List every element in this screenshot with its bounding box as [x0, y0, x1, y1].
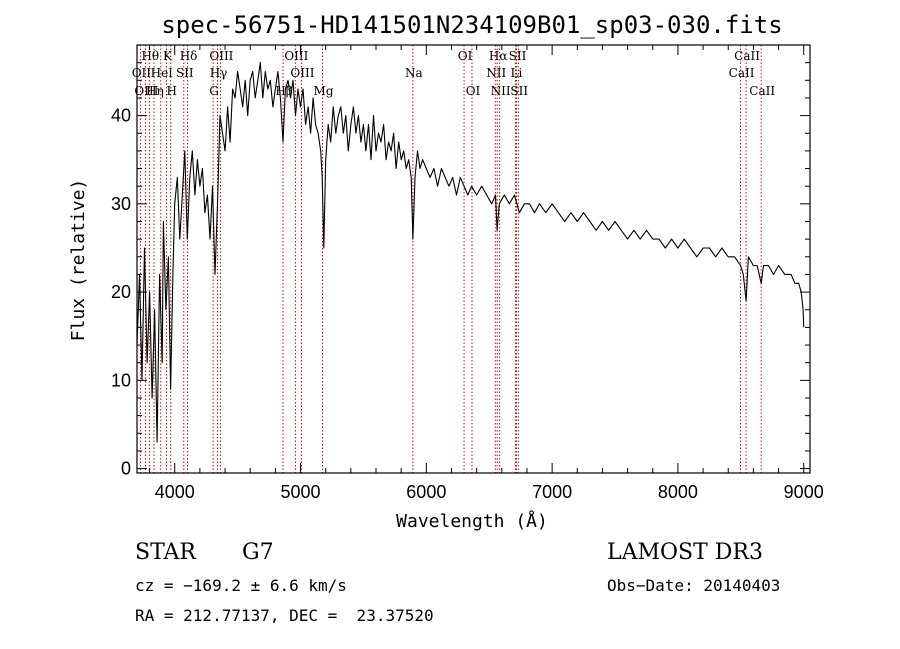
line-mark-label: SII — [509, 49, 527, 63]
line-mark-label: CaII — [749, 84, 775, 98]
y-tick-label: 0 — [121, 459, 131, 479]
y-axis-label: Flux (relative) — [68, 179, 89, 342]
line-mark-label: Hδ — [180, 49, 198, 63]
x-tick-label: 5000 — [281, 482, 321, 502]
line-mark-label: Hη — [146, 84, 164, 98]
line-mark-label: Mg — [314, 84, 334, 98]
x-tick-label: 7000 — [532, 482, 572, 502]
survey-name: LAMOST DR3 — [607, 540, 763, 565]
sky-coordinates: RA = 212.77137, DEC = 23.37520 — [135, 606, 434, 625]
spectrum-series-line — [136, 62, 805, 443]
line-mark-label: Li — [510, 66, 522, 80]
x-tick-label: 8000 — [658, 482, 698, 502]
line-mark-label: H — [166, 84, 176, 98]
line-mark-label: Hα — [489, 49, 508, 63]
line-mark-label: K — [163, 49, 173, 63]
object-class: STAR — [135, 540, 196, 565]
line-mark-label: SII — [510, 84, 528, 98]
x-tick-label: 4000 — [155, 482, 195, 502]
chart-title: spec-56751-HD141501N234109B01_sp03-030.f… — [161, 11, 782, 39]
x-tick-label: 9000 — [784, 482, 824, 502]
line-mark-label: Na — [405, 66, 423, 80]
line-mark-label: OIII — [284, 49, 308, 63]
axis-ticks: 4000 5000 6000 7000 8000 9000 0 10 20 30 40 — [111, 45, 824, 502]
observation-date: Obs−Date: 20140403 — [607, 576, 781, 595]
line-mark-label: NII — [486, 66, 506, 80]
line-mark-label: Hθ — [141, 49, 159, 63]
line-mark-label: OIII — [134, 84, 158, 98]
plot-frame — [136, 44, 811, 474]
y-tick-label: 30 — [111, 194, 131, 214]
line-mark-label: SII — [176, 66, 194, 80]
y-tick-label: 20 — [111, 282, 131, 302]
line-mark-label: CaII — [729, 66, 755, 80]
object-subclass: G7 — [242, 540, 274, 565]
line-mark-label: CaII — [734, 49, 760, 63]
line-mark-label: OII — [132, 66, 152, 80]
line-mark-label: OIII — [209, 49, 233, 63]
line-mark-label: NII — [491, 84, 511, 98]
line-mark-label: OIII — [290, 66, 314, 80]
x-tick-label: 6000 — [406, 482, 446, 502]
redshift-velocity: cz = −169.2 ± 6.6 km/s — [135, 576, 347, 595]
x-axis-label: Wavelength (Å) — [396, 510, 548, 532]
line-mark-label: G — [209, 84, 219, 98]
y-tick-label: 40 — [111, 106, 131, 126]
line-mark-label: OI — [458, 49, 473, 63]
line-mark-label: Hγ — [210, 66, 228, 80]
line-mark-label: HeI — [151, 66, 174, 80]
y-tick-label: 10 — [111, 370, 131, 390]
line-mark-label: OI — [466, 84, 481, 98]
